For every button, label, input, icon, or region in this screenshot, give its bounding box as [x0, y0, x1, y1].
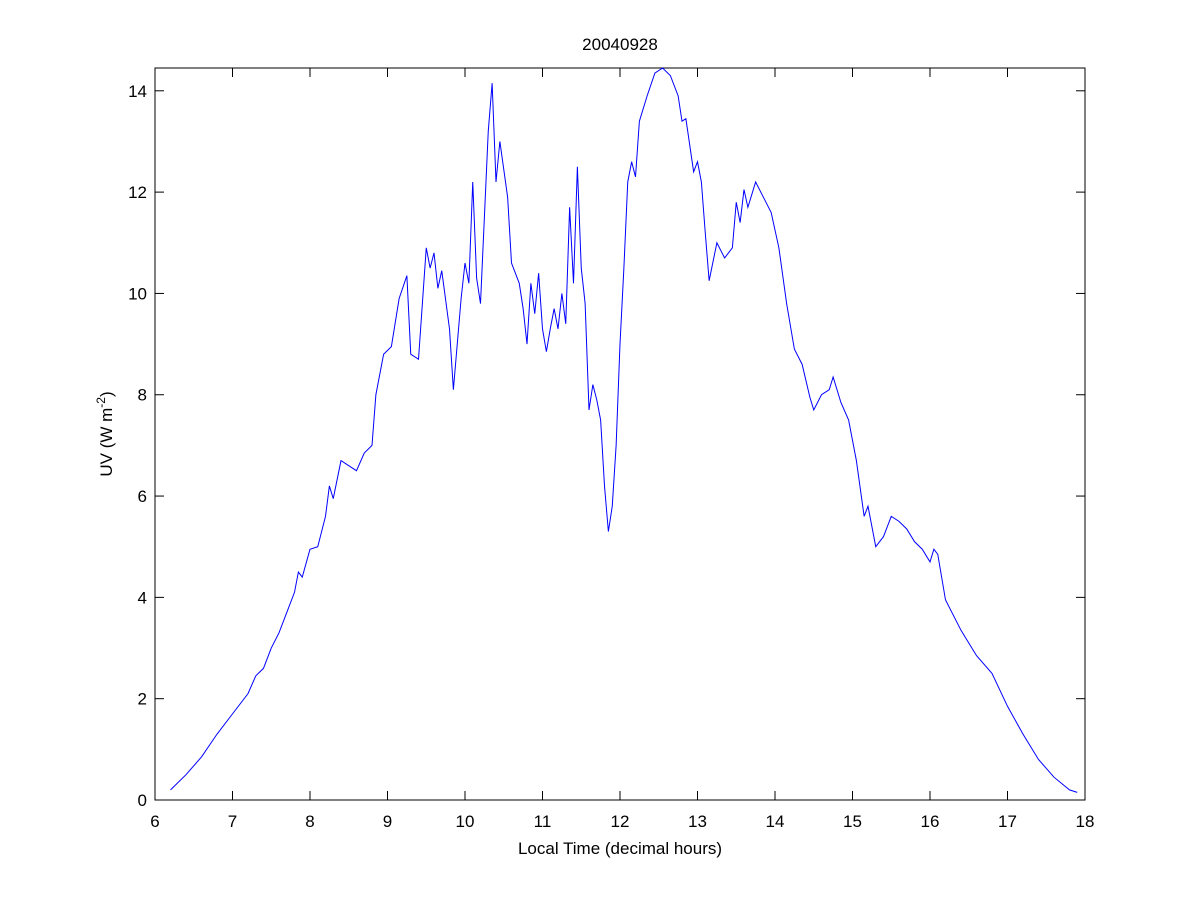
y-label-sup: -2 [94, 397, 108, 408]
x-tick-label: 12 [611, 812, 630, 831]
x-tick-label: 6 [150, 812, 159, 831]
y-label-part: ) [97, 391, 116, 397]
y-axis-label: UV (W m-2) [94, 391, 116, 476]
x-tick-label: 9 [383, 812, 392, 831]
x-tick-label: 16 [921, 812, 940, 831]
x-tick-label: 15 [843, 812, 862, 831]
x-tick-label: 14 [766, 812, 785, 831]
y-tick-label: 14 [128, 82, 147, 101]
y-tick-label: 10 [128, 284, 147, 303]
y-tick-label: 12 [128, 183, 147, 202]
y-label-part: UV (W m [97, 408, 116, 477]
x-tick-label: 11 [534, 812, 552, 831]
y-tick-label: 6 [138, 487, 147, 506]
x-tick-label: 7 [228, 812, 237, 831]
x-tick-label: 8 [305, 812, 314, 831]
y-tick-label: 2 [138, 690, 147, 709]
data-line [170, 67, 1078, 793]
y-tick-label: 0 [138, 791, 147, 810]
x-tick-label: 13 [688, 812, 707, 831]
y-tick-label: 4 [138, 588, 147, 607]
x-tick-label: 18 [1076, 812, 1095, 831]
x-axis-label: Local Time (decimal hours) [518, 839, 722, 858]
y-tick-label: 8 [138, 386, 147, 405]
x-tick-label: 17 [998, 812, 1017, 831]
x-tick-label: 10 [456, 812, 475, 831]
chart-title: 20040928 [582, 35, 658, 54]
